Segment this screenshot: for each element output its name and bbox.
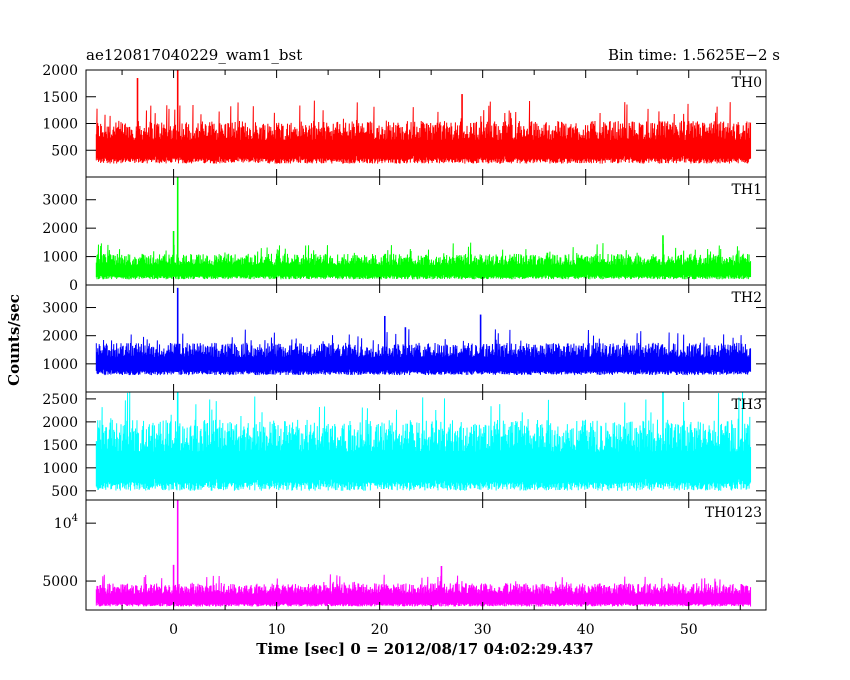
y-tick-label: 500 — [51, 143, 78, 159]
y-tick-label: 1000 — [42, 250, 78, 266]
y-tick-label: 2500 — [42, 392, 78, 408]
x-tick-label: 0 — [169, 622, 178, 638]
panel-label: TH1 — [732, 182, 762, 198]
y-axis-label: Counts/sec — [5, 294, 23, 386]
panel-label: TH2 — [732, 290, 762, 306]
y-tick-label: 500 — [51, 484, 78, 500]
y-tick-label: 2000 — [42, 63, 78, 79]
y-tick-label: 1500 — [42, 438, 78, 454]
y-tick-label: 1000 — [42, 461, 78, 477]
series-th3 — [95, 392, 752, 491]
panels-group: 500 1000 1500 2000 TH0 0 1000 2000 3000 TH1 1000 20… — [42, 63, 767, 611]
x-axis-label: Time [sec] 0 = 2012/08/17 04:02:29.437 — [256, 640, 593, 658]
y-tick-label: 1000 — [42, 117, 78, 133]
x-axis: 0 10 20 30 40 50 — [121, 70, 741, 638]
chart-title: ae120817040229_wam1_bst — [86, 46, 302, 64]
y-tick-label: 2000 — [42, 221, 78, 237]
x-tick-label: 40 — [577, 622, 595, 638]
y-tick-label: 0 — [69, 278, 78, 294]
series-th0123 — [95, 574, 752, 607]
y-tick-label: 3000 — [42, 193, 78, 209]
series-th2 — [95, 329, 752, 376]
y-tick-label: 2000 — [42, 415, 78, 431]
panel-label: TH0123 — [705, 505, 762, 521]
panel-th3: 500 1000 1500 2000 2500 TH3 — [42, 391, 767, 501]
series-th1 — [95, 242, 752, 280]
panel-frame — [85, 499, 767, 611]
x-tick-label: 20 — [371, 622, 389, 638]
y-tick-label: 1500 — [42, 90, 78, 106]
panel-th1: 0 1000 2000 3000 TH1 — [42, 176, 767, 294]
y-tick-label: 3000 — [42, 301, 78, 317]
panel-th2: 1000 2000 3000 TH2 — [42, 284, 767, 393]
series-th0 — [95, 100, 752, 164]
panel-th0123: 5000 104 TH0123 — [42, 499, 767, 611]
y-tick-label: 104 — [54, 513, 78, 532]
panel-frame — [85, 284, 767, 393]
panel-label: TH3 — [732, 397, 762, 413]
y-tick-label: 1000 — [42, 357, 78, 373]
bin-time-label: Bin time: 1.5625E−2 s — [608, 46, 780, 64]
panel-th0: 500 1000 1500 2000 TH0 — [42, 63, 767, 178]
x-tick-label: 10 — [268, 622, 286, 638]
y-tick-label: 5000 — [42, 574, 78, 590]
x-tick-label: 30 — [474, 622, 492, 638]
y-tick-label: 2000 — [42, 329, 78, 345]
y-tick-exponent: 4 — [72, 513, 78, 524]
x-tick-label: 50 — [680, 622, 698, 638]
panel-label: TH0 — [732, 75, 762, 91]
